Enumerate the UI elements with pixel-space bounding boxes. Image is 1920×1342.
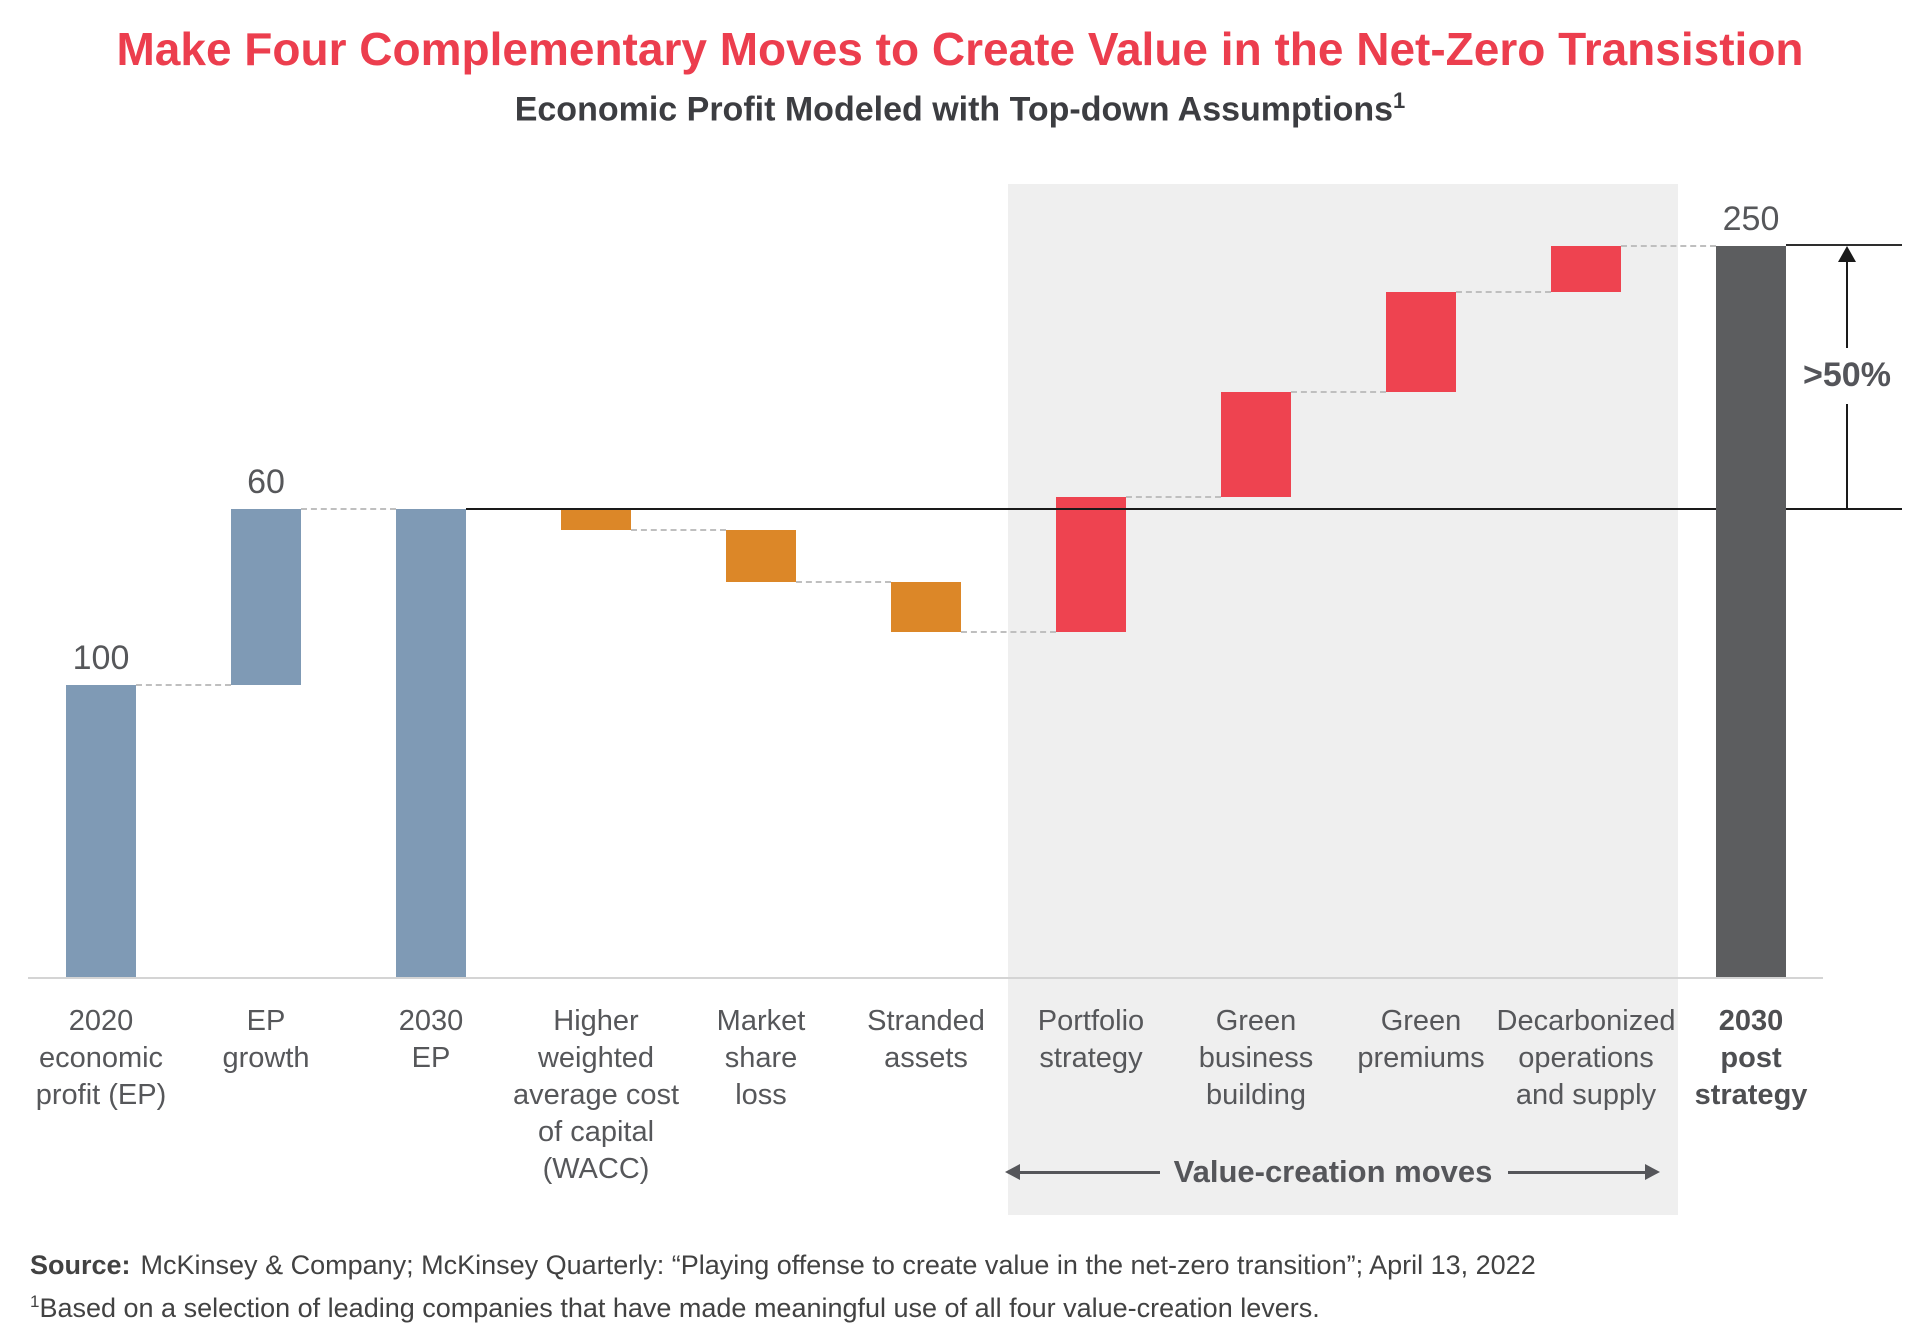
delta-label: >50% — [1803, 356, 1891, 394]
bar-2030-ep — [396, 509, 466, 978]
connector-green-business-building — [1291, 391, 1386, 393]
chart-title: Make Four Complementary Moves to Create … — [116, 23, 1804, 75]
connector-2020-ep — [136, 684, 231, 686]
category-label-higher-wacc: Higher weighted average cost of capital … — [512, 1005, 680, 1185]
bar-market-share-loss — [726, 529, 796, 583]
bar-2030-post-strategy — [1716, 245, 1786, 978]
value-creation-arrow-left-shaft — [1020, 1171, 1160, 1174]
connector-portfolio-strategy — [1126, 496, 1221, 499]
footnote-line: 1Based on a selection of leading compani… — [30, 1292, 1320, 1324]
x-axis-line — [28, 977, 1823, 979]
bar-ep-growth — [231, 509, 301, 685]
category-label-ep-growth: EP growth — [222, 1005, 310, 1074]
category-label-portfolio-strategy: Portfolio strategy — [1037, 1005, 1145, 1074]
baseline-2030ep-level-line-right — [1786, 508, 1902, 510]
bar-green-premiums — [1386, 292, 1456, 392]
chart-subtitle-text: Economic Profit Modeled with Top-down As… — [514, 90, 1394, 129]
level-250-line — [1786, 244, 1902, 246]
connector-decarbonized-operations — [1621, 244, 1716, 247]
category-label-2030-post-strategy: 2030 post strategy — [1694, 1005, 1808, 1111]
delta-arrow-up-icon — [1838, 246, 1856, 262]
category-label-decarbonized-operations: Decarbonized operations and supply — [1496, 1005, 1676, 1111]
value-creation-highlight-band — [1008, 184, 1678, 1215]
arrow-left-icon — [1005, 1164, 1020, 1180]
chart-subtitle: Economic Profit Modeled with Top-down As… — [0, 88, 1920, 129]
bar-stranded-assets — [891, 582, 961, 633]
bar-portfolio-strategy — [1056, 497, 1126, 633]
value-label-2020-ep: 100 — [72, 639, 130, 677]
delta-arrow-shaft-top — [1846, 262, 1848, 348]
value-creation-arrow-right-shaft — [1508, 1171, 1645, 1174]
connector-green-premiums — [1456, 291, 1551, 294]
connector-higher-wacc — [631, 528, 726, 531]
subtitle-footnote-marker: 1 — [1393, 88, 1406, 113]
value-label-2030-post-strategy: 250 — [1722, 199, 1780, 238]
source-text: McKinsey & Company; McKinsey Quarterly: … — [140, 1250, 1536, 1280]
connector-stranded-assets — [961, 631, 1056, 634]
baseline-2030ep-level-line — [466, 508, 1716, 510]
connector-market-share-loss — [796, 581, 891, 584]
category-label-green-premiums: Green premiums — [1357, 1005, 1485, 1074]
bar-green-business-building — [1221, 392, 1291, 498]
footnote-text: Based on a selection of leading companie… — [39, 1293, 1320, 1323]
bar-higher-wacc — [561, 509, 631, 530]
value-creation-label: Value-creation moves — [1173, 1154, 1493, 1189]
arrow-right-icon — [1645, 1164, 1660, 1180]
value-label-ep-growth: 60 — [247, 463, 285, 502]
connector-ep-growth — [301, 508, 396, 511]
category-label-green-business-building: Green business building — [1198, 1005, 1314, 1111]
bar-2020-ep — [66, 685, 136, 978]
footnote-marker: 1 — [30, 1292, 40, 1311]
category-label-2020-ep: 2020 economic profit (EP) — [35, 1005, 167, 1111]
delta-arrow-shaft-bottom — [1846, 404, 1848, 509]
source-label: Source: — [30, 1250, 131, 1280]
source-line: Source: McKinsey & Company; McKinsey Quar… — [30, 1250, 1536, 1281]
category-label-market-share-loss: Market share loss — [716, 1005, 806, 1111]
category-label-stranded-assets: Stranded assets — [867, 1005, 985, 1074]
category-label-2030-ep: 2030 EP — [398, 1005, 464, 1074]
bar-decarbonized-operations — [1551, 245, 1621, 293]
